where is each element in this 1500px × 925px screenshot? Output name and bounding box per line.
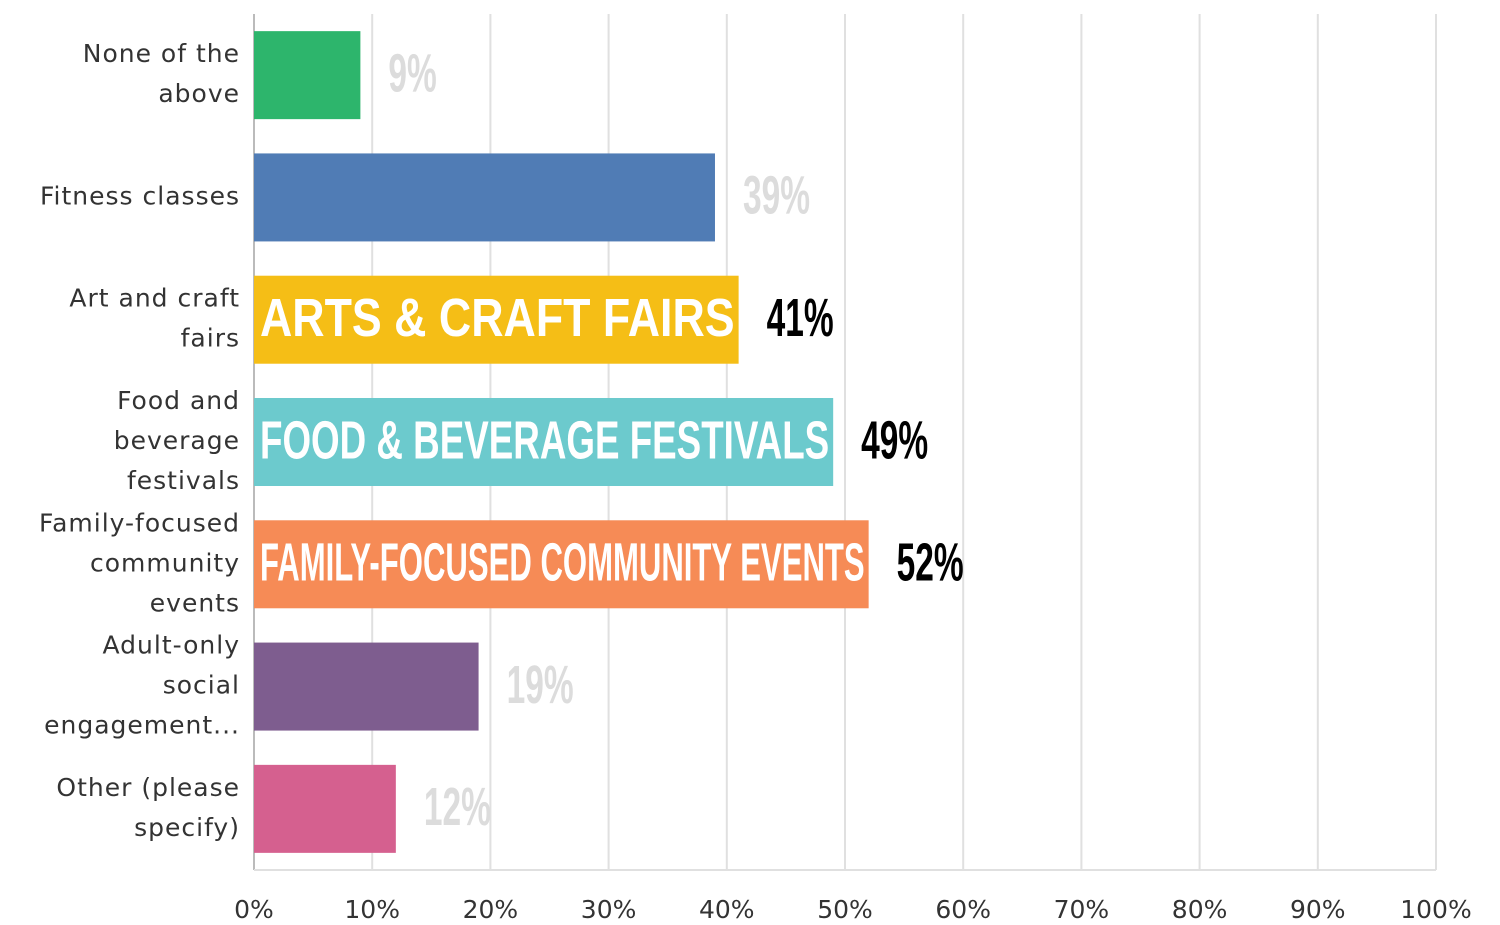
- value-label: 19%: [507, 655, 574, 715]
- value-label: 9%: [388, 43, 436, 103]
- x-tick-label: 70%: [1054, 895, 1110, 924]
- y-tick-label: None of the: [83, 39, 240, 68]
- x-tick-label: 50%: [817, 895, 873, 924]
- y-tick-label: festivals: [127, 466, 240, 495]
- x-tick-label: 20%: [463, 895, 519, 924]
- bar-label: FAMILY-FOCUSED COMMUNITY EVENTS: [260, 533, 865, 593]
- bar: [254, 153, 715, 242]
- x-tick-label: 60%: [935, 895, 991, 924]
- bar: [254, 31, 361, 120]
- y-tick-label: engagement...: [44, 711, 240, 740]
- y-tick-label: above: [158, 79, 240, 108]
- value-label: 12%: [424, 777, 491, 837]
- value-label: 49%: [861, 410, 928, 470]
- x-tick-label: 0%: [234, 895, 274, 924]
- value-label: 39%: [743, 166, 810, 226]
- bar: [254, 275, 739, 364]
- y-tick-label: Art and craft: [69, 284, 240, 313]
- y-tick-label: fairs: [181, 324, 240, 353]
- bar-label: FOOD & BEVERAGE FESTIVALS: [260, 410, 829, 470]
- value-label: 41%: [767, 288, 834, 348]
- bar: [254, 642, 479, 731]
- y-tick-label: specify): [134, 813, 240, 842]
- x-tick-label: 30%: [581, 895, 637, 924]
- y-tick-label: Food and: [117, 386, 240, 415]
- bar: [254, 520, 869, 609]
- bar: [254, 398, 834, 486]
- bar: [254, 764, 396, 853]
- y-tick-label: beverage: [114, 426, 240, 455]
- value-label: 52%: [897, 533, 964, 593]
- x-tick-label: 100%: [1400, 895, 1471, 924]
- x-tick-label: 40%: [699, 895, 755, 924]
- y-tick-label: Other (please: [56, 773, 240, 802]
- y-tick-label: community: [90, 548, 240, 577]
- y-tick-label: social: [163, 671, 240, 700]
- y-tick-label: Fitness classes: [40, 181, 240, 210]
- y-tick-label: Family-focused: [39, 508, 240, 537]
- x-tick-label: 90%: [1290, 895, 1346, 924]
- y-tick-label: events: [150, 588, 240, 617]
- bar-label: ARTS & CRAFT FAIRS: [260, 288, 735, 348]
- x-tick-label: 80%: [1172, 895, 1228, 924]
- x-tick-label: 10%: [344, 895, 400, 924]
- y-tick-label: Adult-only: [103, 631, 241, 660]
